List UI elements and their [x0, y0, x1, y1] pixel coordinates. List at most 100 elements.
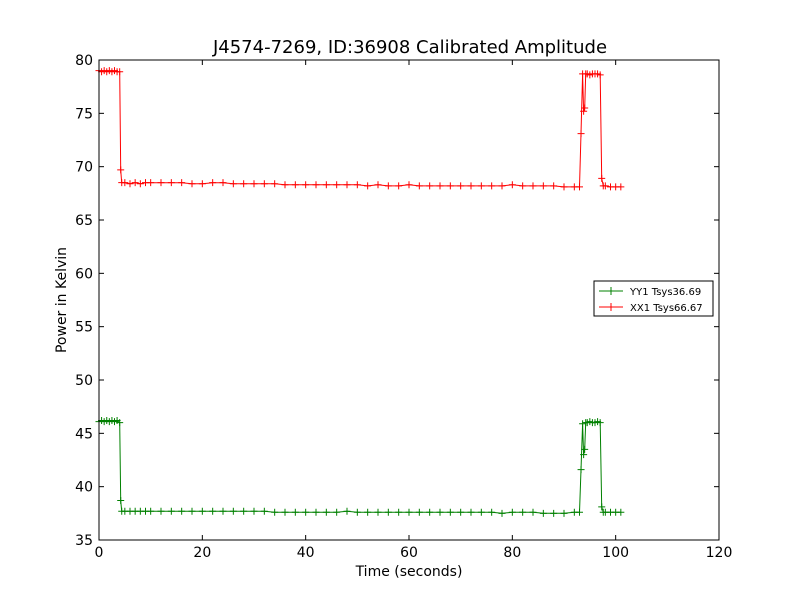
data-point [157, 179, 165, 187]
data-point [446, 508, 454, 516]
data-point [560, 183, 568, 191]
data-point [581, 104, 589, 112]
data-point [405, 181, 413, 189]
legend-label: YY1 Tsys36.69 [629, 287, 701, 298]
data-point [312, 508, 320, 516]
legend-item-1: YY1 Tsys36.69 [599, 287, 701, 298]
data-point [384, 508, 392, 516]
data-point [560, 509, 568, 517]
data-point [457, 182, 465, 190]
data-point [198, 507, 206, 515]
data-point [312, 181, 320, 189]
data-point [617, 508, 625, 516]
data-point [539, 182, 547, 190]
data-point [508, 181, 516, 189]
data-point [291, 508, 299, 516]
data-point [426, 508, 434, 516]
y-tick-label: 60 [75, 266, 93, 282]
legend-item-2: XX1 Tsys66.67 [599, 303, 703, 314]
data-point [281, 181, 289, 189]
data-point [577, 130, 585, 138]
data-point [596, 419, 604, 427]
data-point [219, 507, 227, 515]
data-point [147, 507, 155, 515]
y-tick-label: 35 [75, 533, 93, 549]
data-point [302, 508, 310, 516]
data-point [519, 182, 527, 190]
data-point [457, 508, 465, 516]
x-tick-label: 100 [602, 545, 629, 561]
legend-marker [607, 287, 615, 295]
data-point [596, 71, 604, 79]
data-point [395, 182, 403, 190]
data-point [580, 451, 588, 459]
data-point [577, 466, 585, 474]
y-tick-label: 80 [75, 53, 93, 69]
x-tick-label: 80 [503, 545, 521, 561]
y-tick-label: 75 [75, 106, 93, 122]
data-point [436, 508, 444, 516]
chart-title: J4574-7269, ID:36908 Calibrated Amplitud… [212, 37, 607, 58]
data-point [121, 179, 129, 187]
data-point [157, 507, 165, 515]
data-point [426, 182, 434, 190]
data-point [550, 182, 558, 190]
data-point [529, 508, 537, 516]
series-line [98, 419, 621, 514]
data-point [322, 181, 330, 189]
data-point [446, 182, 454, 190]
data-point [229, 507, 237, 515]
data-point [271, 508, 279, 516]
legend: YY1 Tsys36.69 XX1 Tsys66.67 [593, 280, 714, 317]
data-point [477, 508, 485, 516]
data-point [178, 179, 186, 187]
data-point [188, 507, 196, 515]
data-point [131, 179, 139, 187]
data-point [126, 180, 134, 188]
data-point [374, 181, 382, 189]
data-point [281, 508, 289, 516]
data-point [598, 174, 606, 182]
data-point [477, 182, 485, 190]
data-point [598, 503, 606, 511]
data-point [167, 507, 175, 515]
data-point [519, 508, 527, 516]
data-point [188, 180, 196, 188]
data-point [322, 508, 330, 516]
data-point [364, 508, 372, 516]
data-point [291, 181, 299, 189]
data-point [467, 182, 475, 190]
data-point [498, 182, 506, 190]
data-point [488, 182, 496, 190]
data-point [579, 420, 587, 428]
data-point [601, 182, 609, 190]
data-point [240, 180, 248, 188]
y-tick-label: 45 [75, 426, 93, 442]
data-point [395, 508, 403, 516]
data-point [229, 180, 237, 188]
data-point [250, 180, 258, 188]
y-tick-label: 70 [75, 160, 93, 176]
data-point [178, 507, 186, 515]
data-point [198, 180, 206, 188]
data-point [333, 181, 341, 189]
series-1 [95, 417, 625, 517]
data-point [581, 445, 589, 453]
series-2 [95, 67, 625, 191]
data-point [271, 180, 279, 188]
y-tick-label: 65 [75, 213, 93, 229]
data-point [260, 507, 268, 515]
legend-label: XX1 Tsys66.67 [630, 303, 703, 314]
x-tick-label: 120 [706, 545, 733, 561]
x-tick-label: 20 [193, 545, 211, 561]
data-point [302, 181, 310, 189]
data-point [415, 182, 423, 190]
y-tick-label: 40 [75, 480, 93, 496]
data-point [147, 179, 155, 187]
data-point [508, 508, 516, 516]
axes-layer: 0 20 40 60 80 100 120 35 40 45 50 55 60 65 70 75 80 [75, 53, 732, 561]
y-axis-label: Power in Kelvin [54, 247, 70, 353]
data-point [343, 181, 351, 189]
